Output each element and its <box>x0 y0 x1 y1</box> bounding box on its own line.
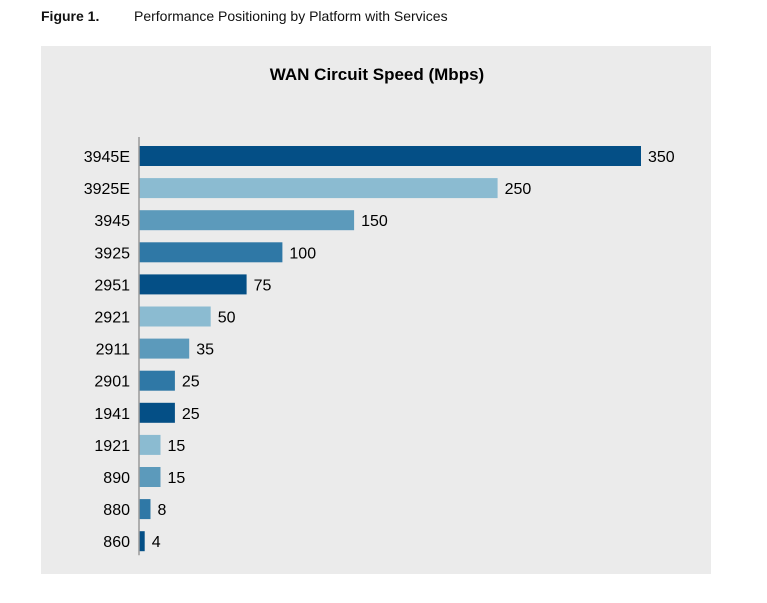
bar-880 <box>139 499 151 520</box>
bar-2951 <box>139 274 247 295</box>
category-label-3925: 3925 <box>94 245 130 262</box>
value-label-2921: 50 <box>218 310 236 327</box>
category-label-890: 890 <box>103 470 130 487</box>
value-label-880: 8 <box>158 502 167 519</box>
bar-3945 <box>139 210 355 231</box>
value-label-1921: 15 <box>168 438 186 455</box>
bar-2901 <box>139 370 175 391</box>
category-label-1941: 1941 <box>94 406 130 423</box>
category-label-3925E: 3925E <box>84 181 130 198</box>
category-label-2951: 2951 <box>94 277 130 294</box>
bar-3945E <box>139 146 641 166</box>
value-label-2911: 35 <box>196 342 214 359</box>
bar-890 <box>139 467 161 487</box>
value-label-890: 15 <box>168 470 186 487</box>
value-label-3925E: 250 <box>505 181 532 198</box>
category-label-3945: 3945 <box>94 213 130 230</box>
bar-860 <box>139 531 145 552</box>
bar-2921 <box>139 306 211 327</box>
value-label-860: 4 <box>152 534 161 551</box>
value-label-3925: 100 <box>289 245 316 262</box>
bar-chart: WAN Circuit Speed (Mbps) 3945E 350 3925E 25… <box>84 65 675 556</box>
bar-2911 <box>139 338 190 359</box>
chart-panel: WAN Circuit Speed (Mbps) 3945E 350 3925E 25… <box>41 46 711 574</box>
category-label-1921: 1921 <box>94 438 130 455</box>
bars-layer: 3945E 350 3925E 250 3945 150 3925 100 2951 75 2921… <box>84 146 675 552</box>
category-label-2901: 2901 <box>94 374 130 391</box>
bar-3925E <box>139 178 498 199</box>
figure-caption: Figure 1. Performance Positioning by Plat… <box>41 8 448 24</box>
value-label-2951: 75 <box>254 277 272 294</box>
category-label-2921: 2921 <box>94 310 130 327</box>
category-label-880: 880 <box>103 502 130 519</box>
value-label-2901: 25 <box>182 374 200 391</box>
value-label-1941: 25 <box>182 406 200 423</box>
category-label-3945E: 3945E <box>84 149 130 166</box>
chart-title: WAN Circuit Speed (Mbps) <box>270 65 484 84</box>
value-label-3945: 150 <box>361 213 388 230</box>
bar-3925 <box>139 242 283 263</box>
category-label-860: 860 <box>103 534 130 551</box>
category-label-2911: 2911 <box>96 342 131 359</box>
value-label-3945E: 350 <box>648 149 675 166</box>
bar-1941 <box>139 402 175 423</box>
figure-label: Figure 1. <box>41 8 100 24</box>
figure-caption-text: Performance Positioning by Platform with… <box>134 8 448 24</box>
bar-1921 <box>139 434 161 455</box>
